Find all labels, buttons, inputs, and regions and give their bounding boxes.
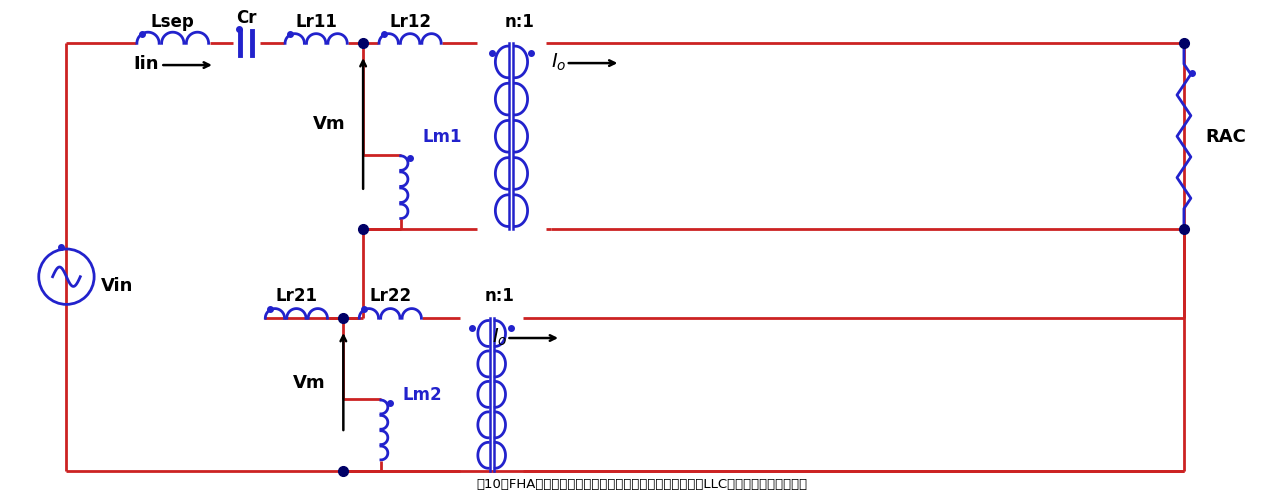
Text: Vm: Vm: [313, 115, 345, 133]
Text: n:1: n:1: [505, 13, 534, 31]
Text: Lsep: Lsep: [152, 13, 195, 31]
Text: $I_o$: $I_o$: [551, 52, 566, 73]
Text: Vin: Vin: [101, 276, 134, 294]
Text: Vm: Vm: [293, 373, 326, 391]
Text: Lm1: Lm1: [422, 128, 462, 146]
Text: Lr21: Lr21: [275, 287, 317, 305]
Text: Lr11: Lr11: [295, 13, 338, 31]
Text: Lm2: Lm2: [403, 386, 442, 404]
Text: 図10　FHAによるゲイン計算に用いた一次直列二次並列型LLCコンバータの等価回路: 図10 FHAによるゲイン計算に用いた一次直列二次並列型LLCコンバータの等価回…: [476, 477, 808, 490]
Text: $I_o$: $I_o$: [492, 326, 507, 347]
Text: Iin: Iin: [134, 55, 159, 73]
Text: Lr22: Lr22: [370, 287, 411, 305]
Text: n:1: n:1: [484, 287, 515, 305]
Text: RAC: RAC: [1206, 128, 1247, 146]
Text: Cr: Cr: [236, 9, 257, 27]
Text: Lr12: Lr12: [389, 13, 431, 31]
